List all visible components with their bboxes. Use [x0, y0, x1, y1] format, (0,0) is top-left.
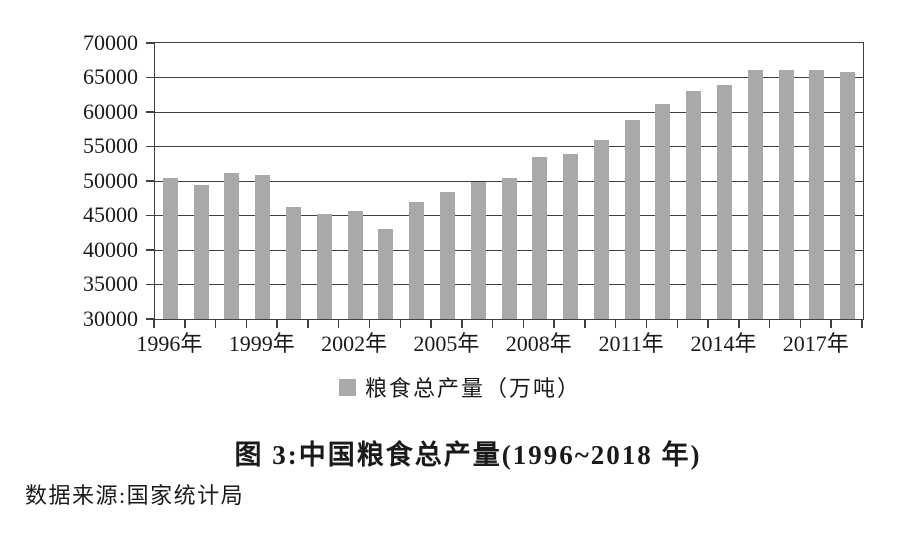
x-tick: [584, 319, 586, 328]
bar-2010: [593, 140, 609, 319]
y-tick-label-70000: 70000: [83, 29, 138, 55]
x-tick: [491, 319, 494, 328]
x-tick: [430, 319, 432, 328]
bar-2005: [439, 192, 455, 319]
y-tick-45000: [146, 214, 154, 216]
bar-2001: [316, 213, 332, 319]
x-tick: [830, 319, 832, 328]
bar-1997: [193, 185, 209, 319]
x-tick: [738, 319, 740, 328]
x-tick: [522, 319, 525, 328]
gridline-55000: [155, 146, 863, 147]
x-tick-label: 1996年: [136, 331, 203, 356]
x-tick: [768, 319, 771, 328]
y-tick-50000: [146, 180, 154, 182]
gridline-60000: [155, 111, 863, 113]
bar-2003: [378, 228, 394, 319]
x-tick: [861, 319, 863, 328]
gridline-65000: [155, 77, 863, 78]
bar-2007: [501, 178, 517, 319]
bar-2011: [624, 119, 640, 319]
bar-2017: [809, 69, 825, 319]
x-tick-label: 2005年: [413, 331, 480, 356]
y-tick-label-60000: 60000: [83, 98, 138, 124]
y-axis-ticks: [146, 42, 154, 320]
x-tick: [676, 319, 679, 328]
y-tick-label-30000: 30000: [83, 305, 138, 331]
x-tick: [461, 319, 463, 328]
x-tick: [707, 319, 709, 328]
plot-area: [154, 42, 864, 320]
legend-label: 粮食总产量（万吨）: [364, 376, 581, 401]
bar-2008: [532, 157, 548, 319]
chart-legend: 粮食总产量（万吨）: [0, 376, 900, 401]
x-tick: [399, 319, 401, 328]
bar-2018: [840, 72, 856, 319]
y-tick-label-35000: 35000: [83, 271, 138, 297]
y-tick-label-50000: 50000: [83, 167, 138, 193]
y-tick-30000: [146, 318, 154, 320]
y-tick-55000: [146, 145, 154, 147]
x-tick: [799, 319, 802, 328]
bar-1999: [255, 175, 271, 319]
x-tick: [614, 319, 617, 328]
bar-2006: [470, 182, 486, 319]
x-tick: [337, 319, 340, 328]
x-tick: [214, 319, 217, 328]
x-tick-label: 2017年: [782, 331, 849, 356]
bar-2004: [409, 202, 425, 319]
x-tick: [368, 319, 371, 328]
x-axis-labels: 1996年 1999年 2002年 2005年 2008年 2011年 2014年 2017年: [136, 331, 862, 358]
legend-marker-square-icon: [338, 378, 356, 396]
bar-2015: [747, 70, 763, 319]
x-tick: [276, 319, 278, 328]
y-tick-label-45000: 45000: [83, 202, 138, 228]
bar-1998: [224, 172, 240, 319]
y-tick-label-40000: 40000: [83, 236, 138, 262]
y-tick-35000: [146, 283, 154, 285]
figure-title: 图 3:中国粮食总产量(1996~2018 年): [234, 440, 702, 470]
bar-2016: [778, 70, 794, 319]
x-tick: [307, 319, 309, 328]
bar-2014: [716, 84, 732, 319]
x-axis-ticks: [153, 319, 863, 328]
y-tick-label-55000: 55000: [83, 133, 138, 159]
x-tick-label: 2011年: [598, 331, 664, 356]
bar-2009: [563, 153, 579, 319]
bar-2013: [686, 90, 702, 319]
bar-2002: [347, 210, 363, 319]
x-tick-label: 2002年: [321, 331, 388, 356]
x-tick: [184, 319, 186, 328]
x-tick: [645, 319, 648, 328]
y-tick-60000: [146, 111, 154, 113]
x-tick: [153, 319, 155, 328]
bar-1996: [162, 177, 178, 319]
y-tick-40000: [146, 249, 154, 251]
y-tick-label-65000: 65000: [83, 64, 138, 90]
bar-2012: [655, 103, 671, 319]
x-tick: [245, 319, 248, 328]
y-axis-labels: 30000 35000 40000 45000 50000 55000 60000 65000…: [0, 31, 138, 329]
y-tick-70000: [146, 42, 154, 44]
y-tick-65000: [146, 76, 154, 78]
x-tick-label: 2008年: [505, 331, 572, 356]
x-tick-label: 2014年: [690, 331, 757, 356]
bar-2000: [286, 207, 302, 319]
data-source-note: 数据来源:国家统计局: [25, 483, 245, 508]
x-tick: [553, 319, 555, 328]
x-tick-label: 1999年: [228, 331, 295, 356]
